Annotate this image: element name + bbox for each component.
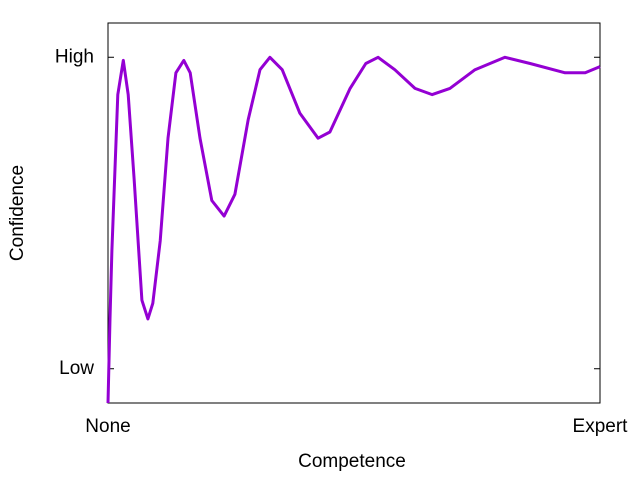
- x-tick-label: Expert: [573, 416, 629, 437]
- x-axis-label: Competence: [298, 451, 406, 472]
- y-tick-label: Low: [59, 358, 94, 379]
- y-axis-label: Confidence: [7, 165, 28, 261]
- plot-frame: [107, 22, 601, 404]
- data-line: [106, 55, 601, 404]
- y-tick-label: High: [55, 46, 94, 67]
- x-tick-label: None: [85, 416, 130, 437]
